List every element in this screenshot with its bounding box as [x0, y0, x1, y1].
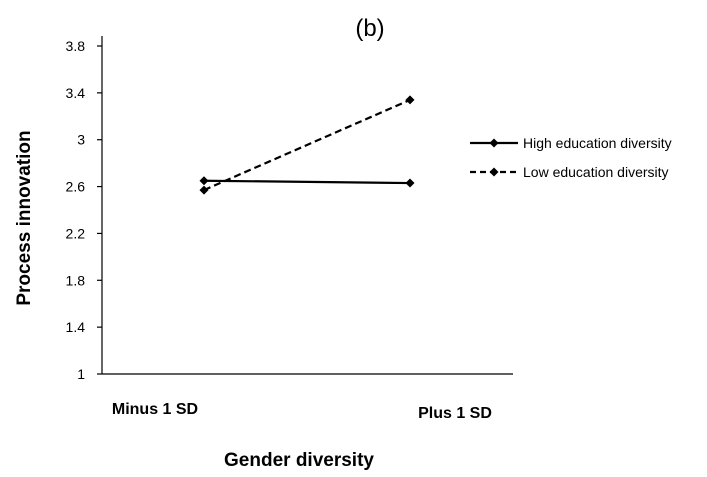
- series-line-1: [203, 98, 411, 192]
- data-point-1: [405, 95, 415, 105]
- y-tick-label: 3.8: [66, 38, 86, 54]
- y-tick-label: 3.4: [66, 85, 86, 101]
- x-category-label-1: Plus 1 SD: [418, 405, 492, 422]
- y-tick-label: 3: [77, 132, 85, 148]
- data-point-0: [405, 178, 415, 188]
- legend-sample-low-education: [470, 167, 518, 177]
- data-point-0: [199, 176, 209, 186]
- x-axis-title: Gender diversity: [224, 450, 374, 471]
- chart-title: (b): [355, 15, 384, 42]
- y-tick-label: 1: [77, 366, 85, 382]
- y-tick-label: 2.2: [66, 225, 86, 241]
- legend-marker: [489, 138, 499, 148]
- y-axis-ticks: 1 1.4 1.8 2.2 2.6 3 3.4 3.8: [66, 38, 102, 382]
- legend-label-low-education: Low education diversity: [523, 164, 669, 180]
- legend-sample-high-education: [470, 138, 518, 148]
- data-point-1: [199, 185, 209, 195]
- legend-label-high-education: High education diversity: [523, 135, 672, 151]
- series-line-0: [203, 179, 411, 185]
- x-category-label-0: Minus 1 SD: [112, 401, 198, 418]
- y-tick-label: 1.4: [66, 319, 86, 335]
- y-tick-label: 2.6: [66, 179, 86, 195]
- legend-marker: [489, 167, 499, 177]
- legend: High education diversity Low education d…: [470, 135, 672, 180]
- series-layer: [199, 95, 415, 195]
- y-tick-label: 1.8: [66, 272, 86, 288]
- y-axis-title: Process innovation: [14, 130, 35, 305]
